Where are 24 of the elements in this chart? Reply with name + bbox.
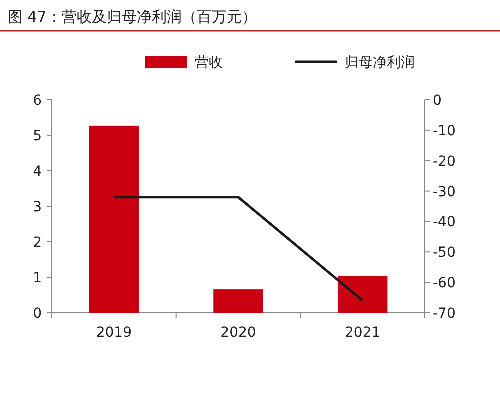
y-tick-label: 0 <box>33 306 42 322</box>
bar <box>214 290 264 313</box>
legend-label: 归母净利润 <box>345 55 415 71</box>
y-tick-label: 5 <box>33 128 42 144</box>
y-tick-label: 3 <box>33 200 42 216</box>
x-tick-label: 2019 <box>96 325 132 341</box>
y2-tick-label: -60 <box>433 276 456 292</box>
y-tick-label: 6 <box>33 93 42 109</box>
y2-tick-label: -30 <box>433 184 456 200</box>
y-tick-label: 4 <box>33 164 42 180</box>
x-tick-label: 2020 <box>220 325 256 341</box>
x-tick-label: 2021 <box>345 325 381 341</box>
legend-label: 营收 <box>195 55 223 71</box>
y2-tick-label: 0 <box>433 93 442 109</box>
y2-tick-label: -50 <box>433 245 456 262</box>
y2-tick-label: -40 <box>433 214 456 231</box>
y2-tick-label: -20 <box>433 154 456 170</box>
y2-tick-label: -10 <box>433 123 456 140</box>
y-tick-label: 1 <box>33 270 42 286</box>
y-tick-label: 2 <box>33 235 42 251</box>
y2-tick-label: -70 <box>433 306 456 322</box>
bar <box>89 126 140 313</box>
title: 图 47：营收及归母净利润（百万元） <box>8 8 257 26</box>
bar <box>338 276 388 313</box>
